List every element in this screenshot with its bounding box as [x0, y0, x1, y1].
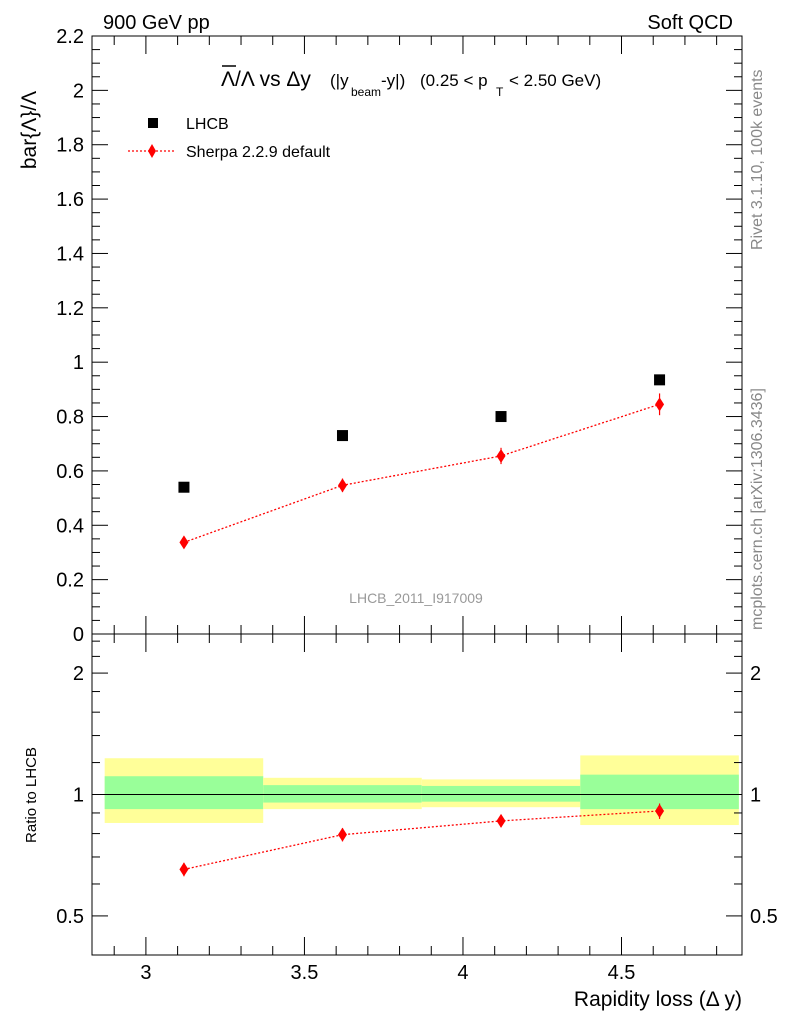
lhcb-point — [178, 481, 190, 493]
sherpa-point — [655, 397, 665, 412]
legend-sherpa-label: Sherpa 2.2.9 default — [186, 144, 331, 161]
ratio-data-layer — [179, 803, 665, 877]
ratio-band-inner — [421, 785, 581, 802]
main-y-tick-label: 2 — [73, 80, 84, 102]
ratio-x-axis: 3 3.5 4 4.5 — [113, 634, 718, 984]
sherpa-line — [183, 403, 660, 544]
legend: LHCB Sherpa 2.2.9 default — [128, 116, 331, 161]
svg-text:beam: beam — [351, 85, 381, 99]
ratio-y-tick-label-right: 1 — [750, 785, 761, 807]
svg-text:(0.25 < p: (0.25 < p — [420, 71, 488, 90]
ratio-y-tick-label-right: 2 — [750, 663, 761, 685]
title-beam-sub: beam — [351, 85, 381, 99]
title-pt-sub: T — [496, 85, 504, 99]
svg-text:T: T — [496, 85, 504, 99]
sherpa-point — [496, 448, 506, 463]
main-y-tick-label: 0.6 — [56, 461, 84, 483]
x-tick-label: 4.5 — [608, 962, 636, 984]
title-main: Λ/Λ vs Δy — [221, 68, 311, 91]
x-axis-label: Rapidity loss (Δ y) — [574, 988, 742, 1011]
main-panel: 0 0.2 0.4 0.6 0.8 1 1.2 1.4 1.6 1.8 2 2.2 Λ/Λ vs Δy… — [18, 26, 743, 646]
lhcb-point — [654, 374, 666, 386]
ratio-sherpa-line — [183, 810, 660, 871]
x-tick-label: 3.5 — [291, 962, 319, 984]
main-y-axis: 0 0.2 0.4 0.6 0.8 1 1.2 1.4 1.6 1.8 2 2.2 — [56, 26, 742, 646]
title-range-close: < 2.50 GeV) — [509, 71, 601, 90]
main-y-tick-label: 2.2 — [56, 26, 84, 48]
legend-lhcb-label: LHCB — [186, 116, 229, 133]
lhcb-point — [495, 411, 507, 423]
main-y-tick-label: 1.6 — [56, 189, 84, 211]
ratio-band-inner — [104, 776, 264, 810]
legend-sherpa-marker — [148, 144, 156, 158]
ratio-y-tick-label-right: 0.5 — [750, 906, 778, 928]
ratio-y-label: Ratio to LHCB — [23, 747, 40, 843]
svg-text:< 2.50 GeV): < 2.50 GeV) — [509, 71, 601, 90]
legend-lhcb-marker — [148, 118, 158, 128]
ratio-bands — [104, 755, 739, 826]
source-label: mcplots.cern.ch [arXiv:1306.3436] — [749, 388, 766, 630]
sherpa-point — [179, 535, 189, 550]
main-y-tick-label: 1 — [73, 352, 84, 374]
svg-text:Λ/Λ vs Δy: Λ/Λ vs Δy — [221, 68, 311, 91]
header-left: 900 GeV pp — [103, 12, 210, 34]
ratio-sherpa-point — [337, 827, 347, 842]
main-x-axis-ticks — [113, 36, 718, 634]
main-y-tick-label: 0.8 — [56, 407, 84, 429]
rivet-label: Rivet 3.1.10, 100k events — [749, 69, 766, 250]
ratio-sherpa-point — [179, 862, 189, 877]
main-y-tick-label: 0 — [73, 624, 84, 646]
x-tick-label: 3 — [140, 962, 151, 984]
svg-text:-y|): -y|) — [381, 71, 405, 90]
main-y-tick-label: 0.4 — [56, 515, 84, 537]
ratio-band-inner — [580, 774, 739, 810]
ratio-sherpa-point — [496, 813, 506, 828]
ratio-band-inner — [263, 785, 422, 803]
ratio-y-tick-label: 0.5 — [56, 906, 84, 928]
ratio-y-tick-label: 1 — [73, 785, 84, 807]
main-y-label: bar{Λ}/Λ — [18, 91, 41, 169]
main-y-tick-label: 1.2 — [56, 298, 84, 320]
ratio-panel: 0.5 0.5 1 1 2 2 3 3.5 4 4.5 Ratio to LHCB Rapidi… — [23, 633, 778, 1011]
main-y-tick-label: 1.8 — [56, 135, 84, 157]
main-y-tick-label: 1.4 — [56, 243, 84, 265]
main-data-layer — [178, 374, 666, 550]
lhcb-point — [336, 430, 348, 442]
main-title: Λ/Λ vs Δy (|y beam -y|) (0.25 < p T < 2.… — [221, 65, 601, 99]
ratio-sherpa-point — [655, 804, 665, 819]
analysis-watermark: LHCB_2011_I917009 — [349, 590, 483, 606]
header-right: Soft QCD — [647, 12, 733, 34]
title-paren-close: -y|) — [381, 71, 405, 90]
sherpa-point — [337, 478, 347, 493]
main-y-tick-label: 0.2 — [56, 570, 84, 592]
ratio-y-axis: 0.5 0.5 1 1 2 2 — [56, 640, 778, 928]
x-tick-label: 4 — [457, 962, 468, 984]
ratio-y-tick-label: 2 — [73, 663, 84, 685]
title-range-open: (0.25 < p — [420, 71, 488, 90]
svg-text:(|y: (|y — [330, 71, 349, 90]
title-paren-open: (|y — [330, 71, 349, 90]
